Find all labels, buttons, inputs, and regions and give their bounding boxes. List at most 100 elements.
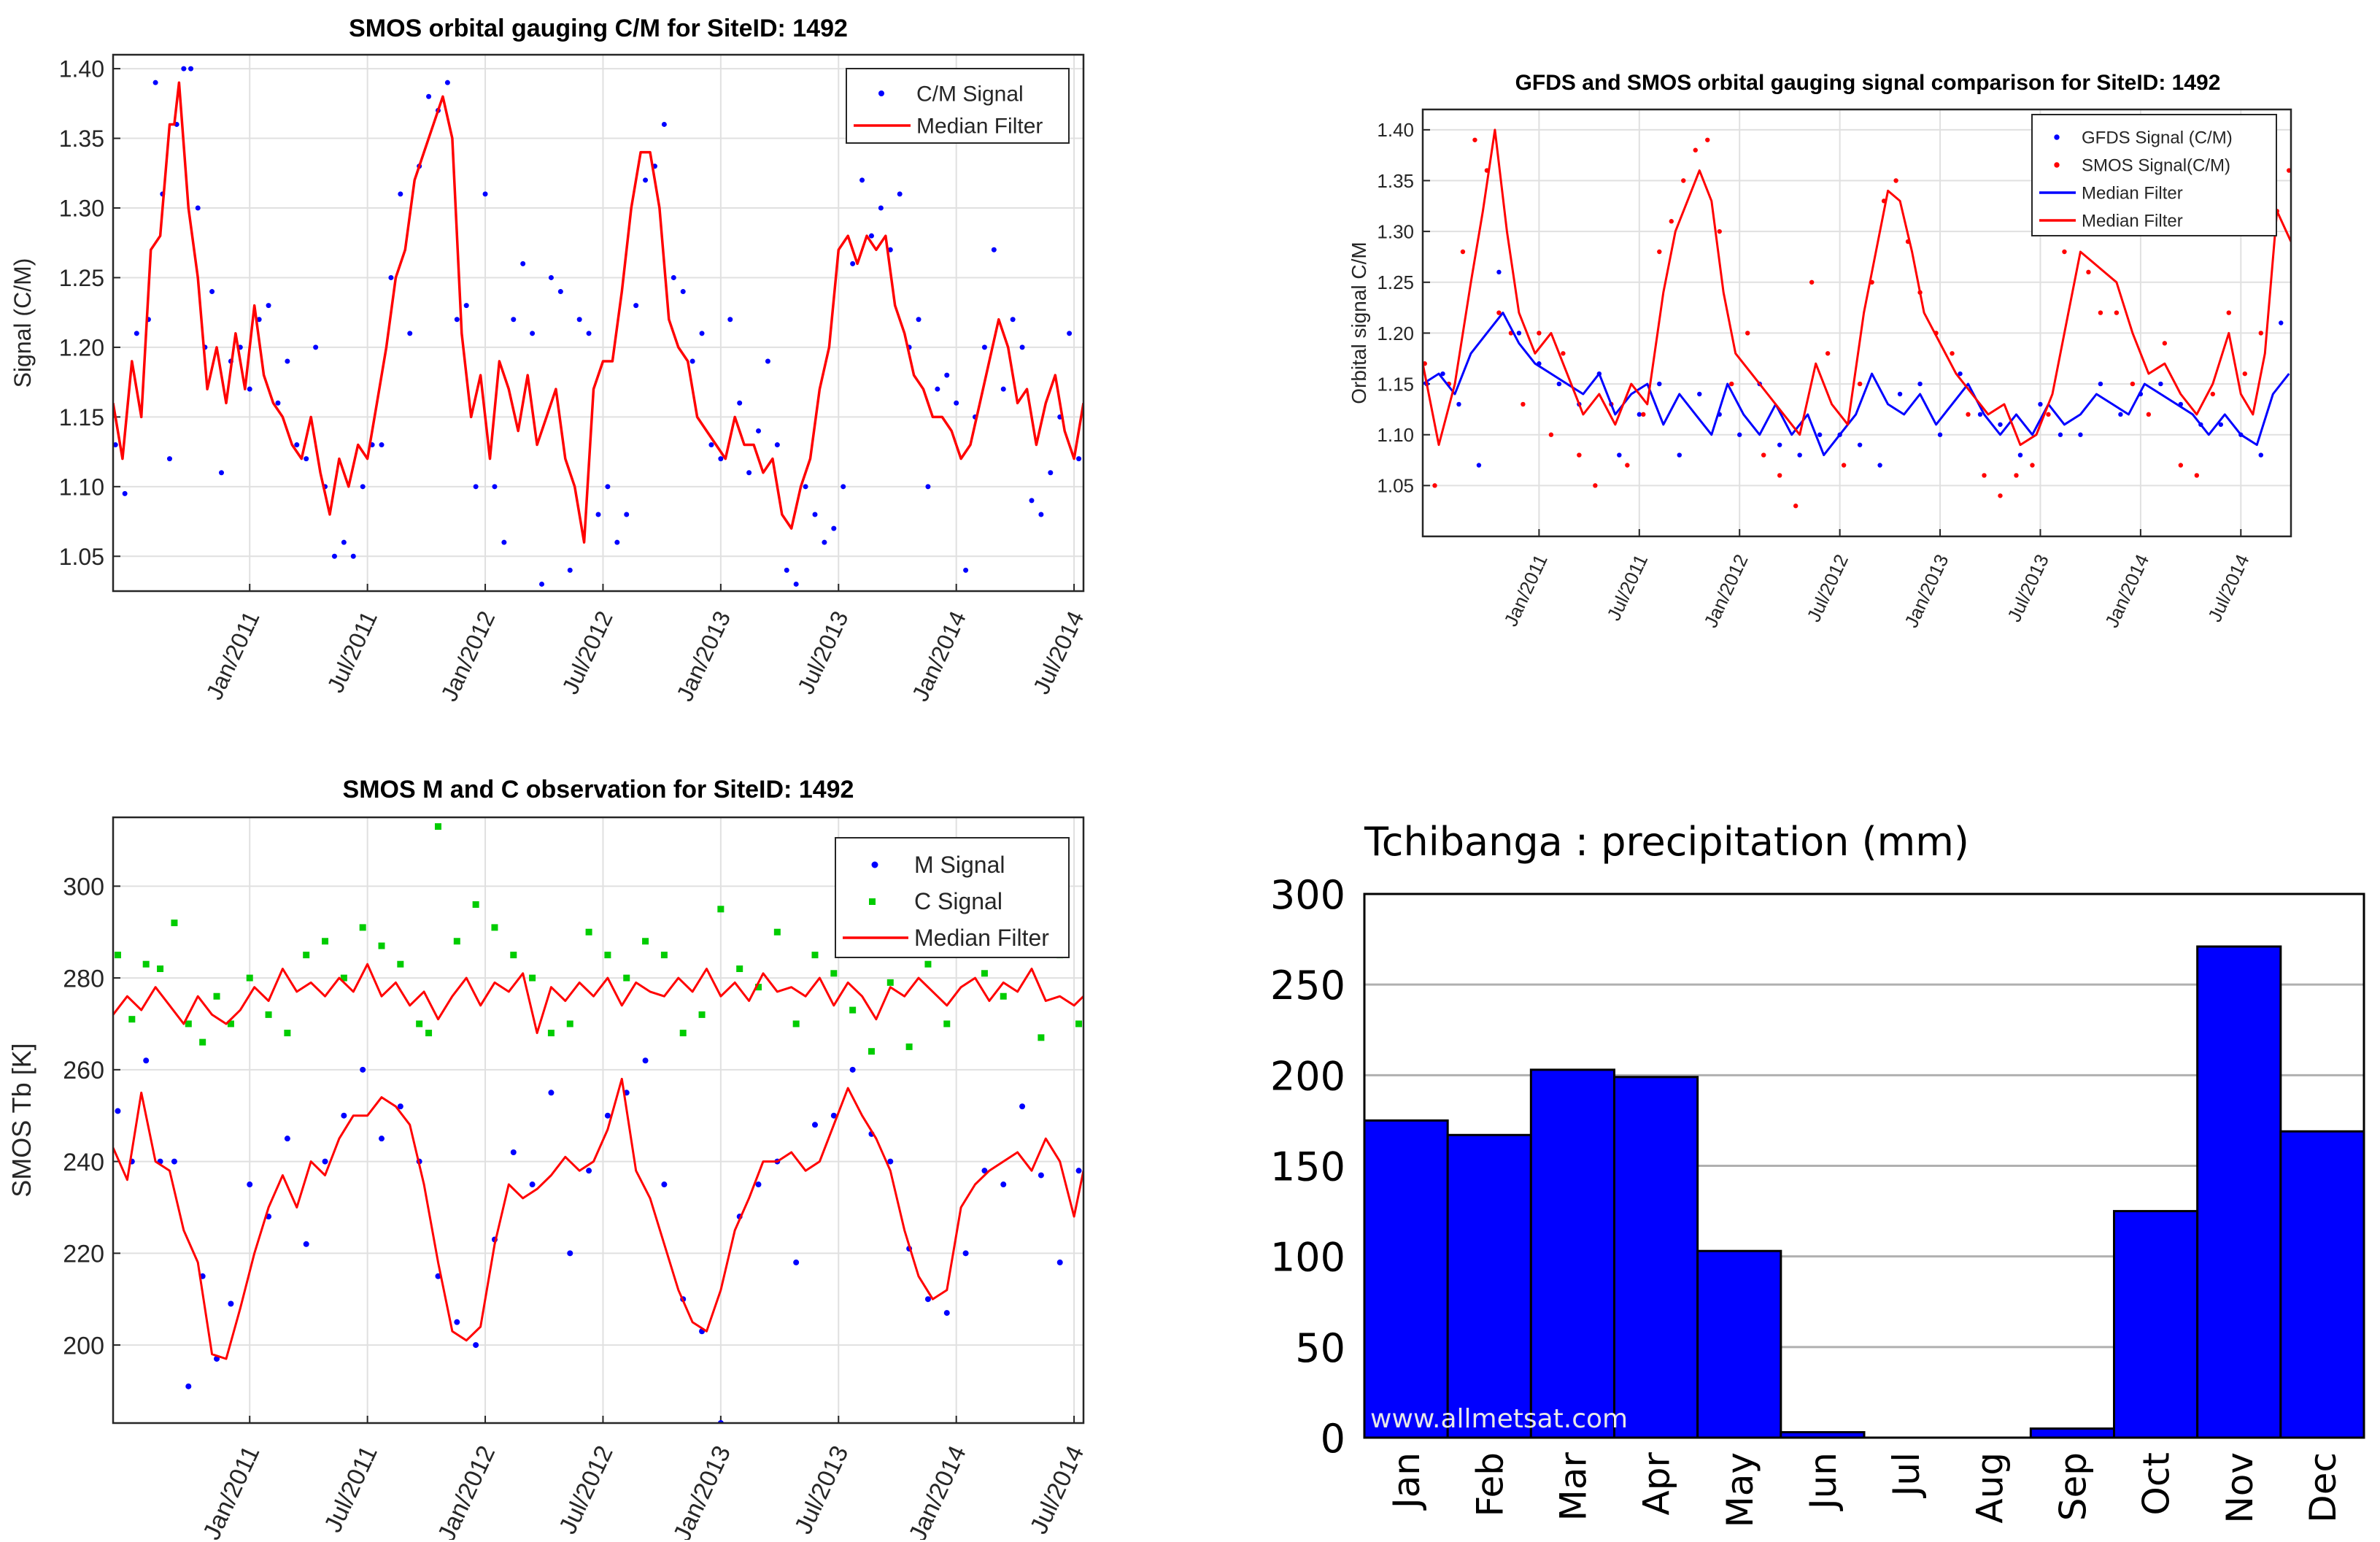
gfds-signal-c-m-point — [1556, 381, 1562, 387]
x-tick-label: Jan/2013 — [668, 1441, 737, 1540]
c-m-signal-point — [633, 303, 639, 309]
smos-signal-c-m-point — [1745, 331, 1750, 336]
gfds-signal-c-m-point — [1496, 269, 1502, 275]
gfds-signal-c-m-point — [1817, 432, 1823, 437]
c-m-signal-point — [916, 317, 922, 323]
c-m-signal-point — [850, 261, 856, 266]
y-ticks: 200 220 240 260 280 300 — [63, 874, 120, 1360]
c-m-signal-point — [398, 191, 403, 197]
c-m-signal-point — [294, 442, 300, 448]
c-m-signal-point — [586, 331, 592, 336]
legend-label: C Signal — [914, 888, 1002, 914]
median-filter-line — [113, 963, 1083, 1034]
c-m-signal-point — [935, 386, 940, 392]
c-m-signal-point — [122, 490, 128, 496]
gfds-signal-c-m-point — [1937, 432, 1943, 437]
y-tick-label: 260 — [63, 1057, 104, 1084]
gfds-signal-c-m-point — [1877, 463, 1882, 468]
c-m-signal-point — [530, 331, 536, 336]
c-m-signal-point — [473, 484, 479, 490]
legend-label: Median Filter — [914, 925, 1049, 951]
y-tick-label: 1.05 — [1377, 475, 1414, 497]
c-m-signal-point — [218, 470, 224, 476]
c-signal-point — [886, 979, 894, 986]
m-signal-point — [454, 1319, 460, 1325]
smos-signal-c-m-point — [1657, 249, 1662, 255]
gfds-signal-c-m-point — [1476, 463, 1482, 468]
m-signal-point — [981, 1168, 988, 1174]
x-tick-label: Jul/2011 — [322, 607, 382, 697]
x-tick-label: May — [1719, 1452, 1761, 1527]
y-tick-label: 1.10 — [59, 474, 104, 500]
m-signal-point — [322, 1158, 328, 1165]
m-signal-point — [473, 1342, 479, 1349]
c-m-signal-point — [737, 400, 743, 406]
c-signal-point — [1038, 1034, 1045, 1041]
gfds-signal-c-m-point — [1777, 442, 1782, 447]
smos-signal-c-m-point — [1625, 463, 1630, 468]
c-signal-point — [547, 1030, 555, 1037]
bars — [1363, 945, 2365, 1439]
x-tick-label: Jun — [1802, 1452, 1844, 1511]
x-ticks: Jan/2011 Jul/2011 Jan/2012 Jul/2012 Jan/2013… — [1499, 529, 2254, 631]
gfds-signal-c-m-point — [2098, 381, 2103, 387]
smos-signal-c-m-point — [1561, 351, 1566, 356]
gfds-signal-c-m-point — [2078, 432, 2083, 437]
c-signal-point — [811, 952, 819, 959]
y-tick-label: 1.25 — [59, 265, 104, 291]
c-signal-point — [199, 1038, 206, 1046]
y-axis-label: SMOS Tb [K] — [7, 1043, 36, 1197]
bar-dec — [2279, 1130, 2365, 1439]
c-m-signal-point — [689, 358, 695, 364]
c-signal-point — [416, 1020, 423, 1028]
c-m-signal-point — [313, 344, 319, 350]
c-m-signal-point — [407, 331, 413, 336]
smos-signal-c-m-point — [2062, 249, 2067, 255]
x-tick-label: Jan/2014 — [907, 607, 971, 706]
c-m-signal-point — [152, 80, 158, 85]
legend: C/M Signal Median Filter — [846, 68, 1070, 144]
gfds-signal-c-m-point — [1857, 442, 1863, 447]
bar-jan — [1363, 1119, 1449, 1439]
m-signal-point — [887, 1158, 894, 1165]
c-m-signal-point — [557, 289, 563, 295]
chart-title: GFDS and SMOS orbital gauging signal com… — [1515, 71, 2221, 95]
c-signal-point — [425, 1030, 433, 1037]
smos-signal-c-m-point — [1893, 178, 1898, 183]
smos-signal-c-m-point — [1857, 381, 1863, 387]
c-m-signal-point — [822, 539, 827, 545]
c-m-signal-point — [331, 553, 337, 559]
c-m-signal-point — [746, 470, 752, 476]
legend-swatch-marker — [871, 861, 878, 868]
c-signal-point — [830, 970, 838, 977]
c-m-signal-point — [1029, 498, 1035, 504]
y-tick-label: 200 — [63, 1332, 104, 1360]
legend-label: SMOS Signal(C/M) — [2082, 155, 2230, 175]
c-m-signal-point — [482, 191, 488, 197]
m-signal-point — [341, 1112, 347, 1119]
x-tick-label: Jul/2012 — [1802, 551, 1852, 625]
smos-signal-c-m-point — [1998, 493, 2003, 498]
chart-title: SMOS M and C observation for SiteID: 149… — [343, 776, 854, 803]
c-m-signal-point — [520, 261, 526, 266]
chart-title: SMOS orbital gauging C/M for SiteID: 149… — [349, 15, 848, 42]
c-m-signal-point — [454, 317, 460, 323]
legend-swatch-marker — [878, 90, 884, 96]
c-signal-point — [981, 970, 988, 977]
plot-area — [113, 55, 1083, 591]
c-m-signal-point — [256, 317, 262, 323]
gfds-smos-comparison-chart: GFDS and SMOS orbital gauging signal com… — [1348, 71, 2292, 631]
c-signal-point — [185, 1020, 192, 1028]
m-signal-point — [755, 1181, 762, 1188]
axes-box — [1421, 108, 2292, 538]
smos-signal-c-m-point — [2114, 310, 2120, 315]
x-ticks: Jan/2011 Jul/2011 Jan/2012 Jul/2012 Jan/2013… — [198, 1416, 1089, 1540]
x-tick-label: Jan/2012 — [433, 1441, 501, 1540]
median-filter-line — [113, 1077, 1083, 1360]
c-m-signal-point — [765, 358, 770, 364]
y-tick-label: 50 — [1295, 1325, 1345, 1371]
y-tick-label: 1.25 — [1377, 271, 1414, 293]
c-signal-point — [849, 1006, 857, 1014]
c-m-signal-point — [624, 512, 630, 517]
legend: M Signal C Signal Median Filter — [835, 837, 1070, 958]
